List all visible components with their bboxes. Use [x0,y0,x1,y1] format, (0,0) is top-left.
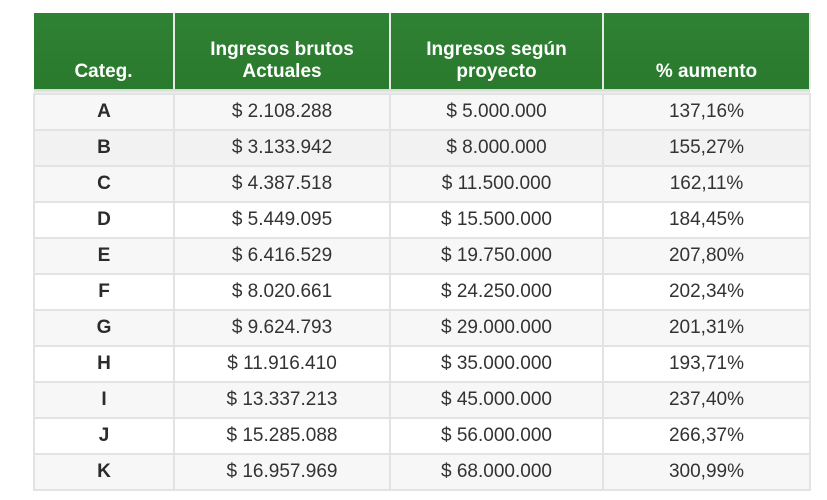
cell-category: C [33,165,175,203]
table-row: G $ 9.624.793 $ 29.000.000 201,31% [33,309,811,347]
cell-increase: 162,11% [602,165,811,203]
cell-increase: 193,71% [602,345,811,383]
cell-current-income: $ 3.133.942 [173,129,391,167]
header-increase-label: % aumento [655,61,758,82]
cell-increase: 266,37% [602,417,811,455]
cell-projected-income: $ 45.000.000 [389,381,604,419]
cell-increase: 207,80% [602,237,811,275]
cell-current-income: $ 15.285.088 [173,417,391,455]
table-row: A $ 2.108.288 $ 5.000.000 137,16% [33,93,811,131]
cell-category: A [33,93,175,131]
header-current-income-line1: Ingresos brutos [210,39,354,60]
cell-current-income: $ 6.416.529 [173,237,391,275]
cell-increase: 237,40% [602,381,811,419]
cell-current-income: $ 5.449.095 [173,201,391,239]
header-current-income-line2: Actuales [242,61,322,82]
cell-increase: 184,45% [602,201,811,239]
cell-projected-income: $ 15.500.000 [389,201,604,239]
cell-current-income: $ 4.387.518 [173,165,391,203]
cell-category: F [33,273,175,311]
cell-current-income: $ 9.624.793 [173,309,391,347]
income-table-container: Categ. Ingresos brutos Actuales Ingresos … [33,13,811,491]
cell-increase: 202,34% [602,273,811,311]
cell-category: G [33,309,175,347]
header-projected-income: Ingresos según proyecto [389,13,604,89]
cell-category: D [33,201,175,239]
cell-increase: 137,16% [602,93,811,131]
cell-current-income: $ 8.020.661 [173,273,391,311]
header-increase: % aumento [602,13,811,89]
header-row: Categ. Ingresos brutos Actuales Ingresos … [34,13,811,89]
header-current-income: Ingresos brutos Actuales [173,13,391,89]
cell-increase: 201,31% [602,309,811,347]
table-row: I $ 13.337.213 $ 45.000.000 237,40% [33,381,811,419]
cell-current-income: $ 13.337.213 [173,381,391,419]
table-row: F $ 8.020.661 $ 24.250.000 202,34% [33,273,811,311]
table-row: H $ 11.916.410 $ 35.000.000 193,71% [33,345,811,383]
cell-projected-income: $ 5.000.000 [389,93,604,131]
header-shadow-row [34,89,810,94]
cell-category: H [33,345,175,383]
cell-projected-income: $ 68.000.000 [389,453,604,491]
table-row: J $ 15.285.088 $ 56.000.000 266,37% [33,417,811,455]
cell-category: B [33,129,175,167]
cell-category: J [33,417,175,455]
table-row: E $ 6.416.529 $ 19.750.000 207,80% [33,237,811,275]
cell-projected-income: $ 24.250.000 [389,273,604,311]
table-row: D $ 5.449.095 $ 15.500.000 184,45% [33,201,811,239]
cell-current-income: $ 16.957.969 [173,453,391,491]
cell-category: K [33,453,175,491]
cell-projected-income: $ 8.000.000 [389,129,604,167]
cell-category: E [33,237,175,275]
cell-projected-income: $ 29.000.000 [389,309,604,347]
income-table: Categ. Ingresos brutos Actuales Ingresos … [33,13,811,491]
cell-projected-income: $ 11.500.000 [389,165,604,203]
table-row: C $ 4.387.518 $ 11.500.000 162,11% [33,165,811,203]
cell-projected-income: $ 56.000.000 [389,417,604,455]
header-category: Categ. [34,13,175,89]
table-body: A $ 2.108.288 $ 5.000.000 137,16% B $ 3.133.9… [33,89,811,491]
header-shadow [34,89,810,94]
cell-projected-income: $ 35.000.000 [389,345,604,383]
header-projected-income-line1: Ingresos según [426,39,567,60]
cell-current-income: $ 11.916.410 [173,345,391,383]
table-header: Categ. Ingresos brutos Actuales Ingresos … [34,13,811,89]
cell-current-income: $ 2.108.288 [173,93,391,131]
cell-category: I [33,381,175,419]
table-row: B $ 3.133.942 $ 8.000.000 155,27% [33,129,811,167]
header-category-label: Categ. [74,61,133,82]
cell-projected-income: $ 19.750.000 [389,237,604,275]
table-row: K $ 16.957.969 $ 68.000.000 300,99% [33,453,811,491]
header-projected-income-line2: proyecto [456,61,537,82]
cell-increase: 155,27% [602,129,811,167]
cell-increase: 300,99% [602,453,811,491]
